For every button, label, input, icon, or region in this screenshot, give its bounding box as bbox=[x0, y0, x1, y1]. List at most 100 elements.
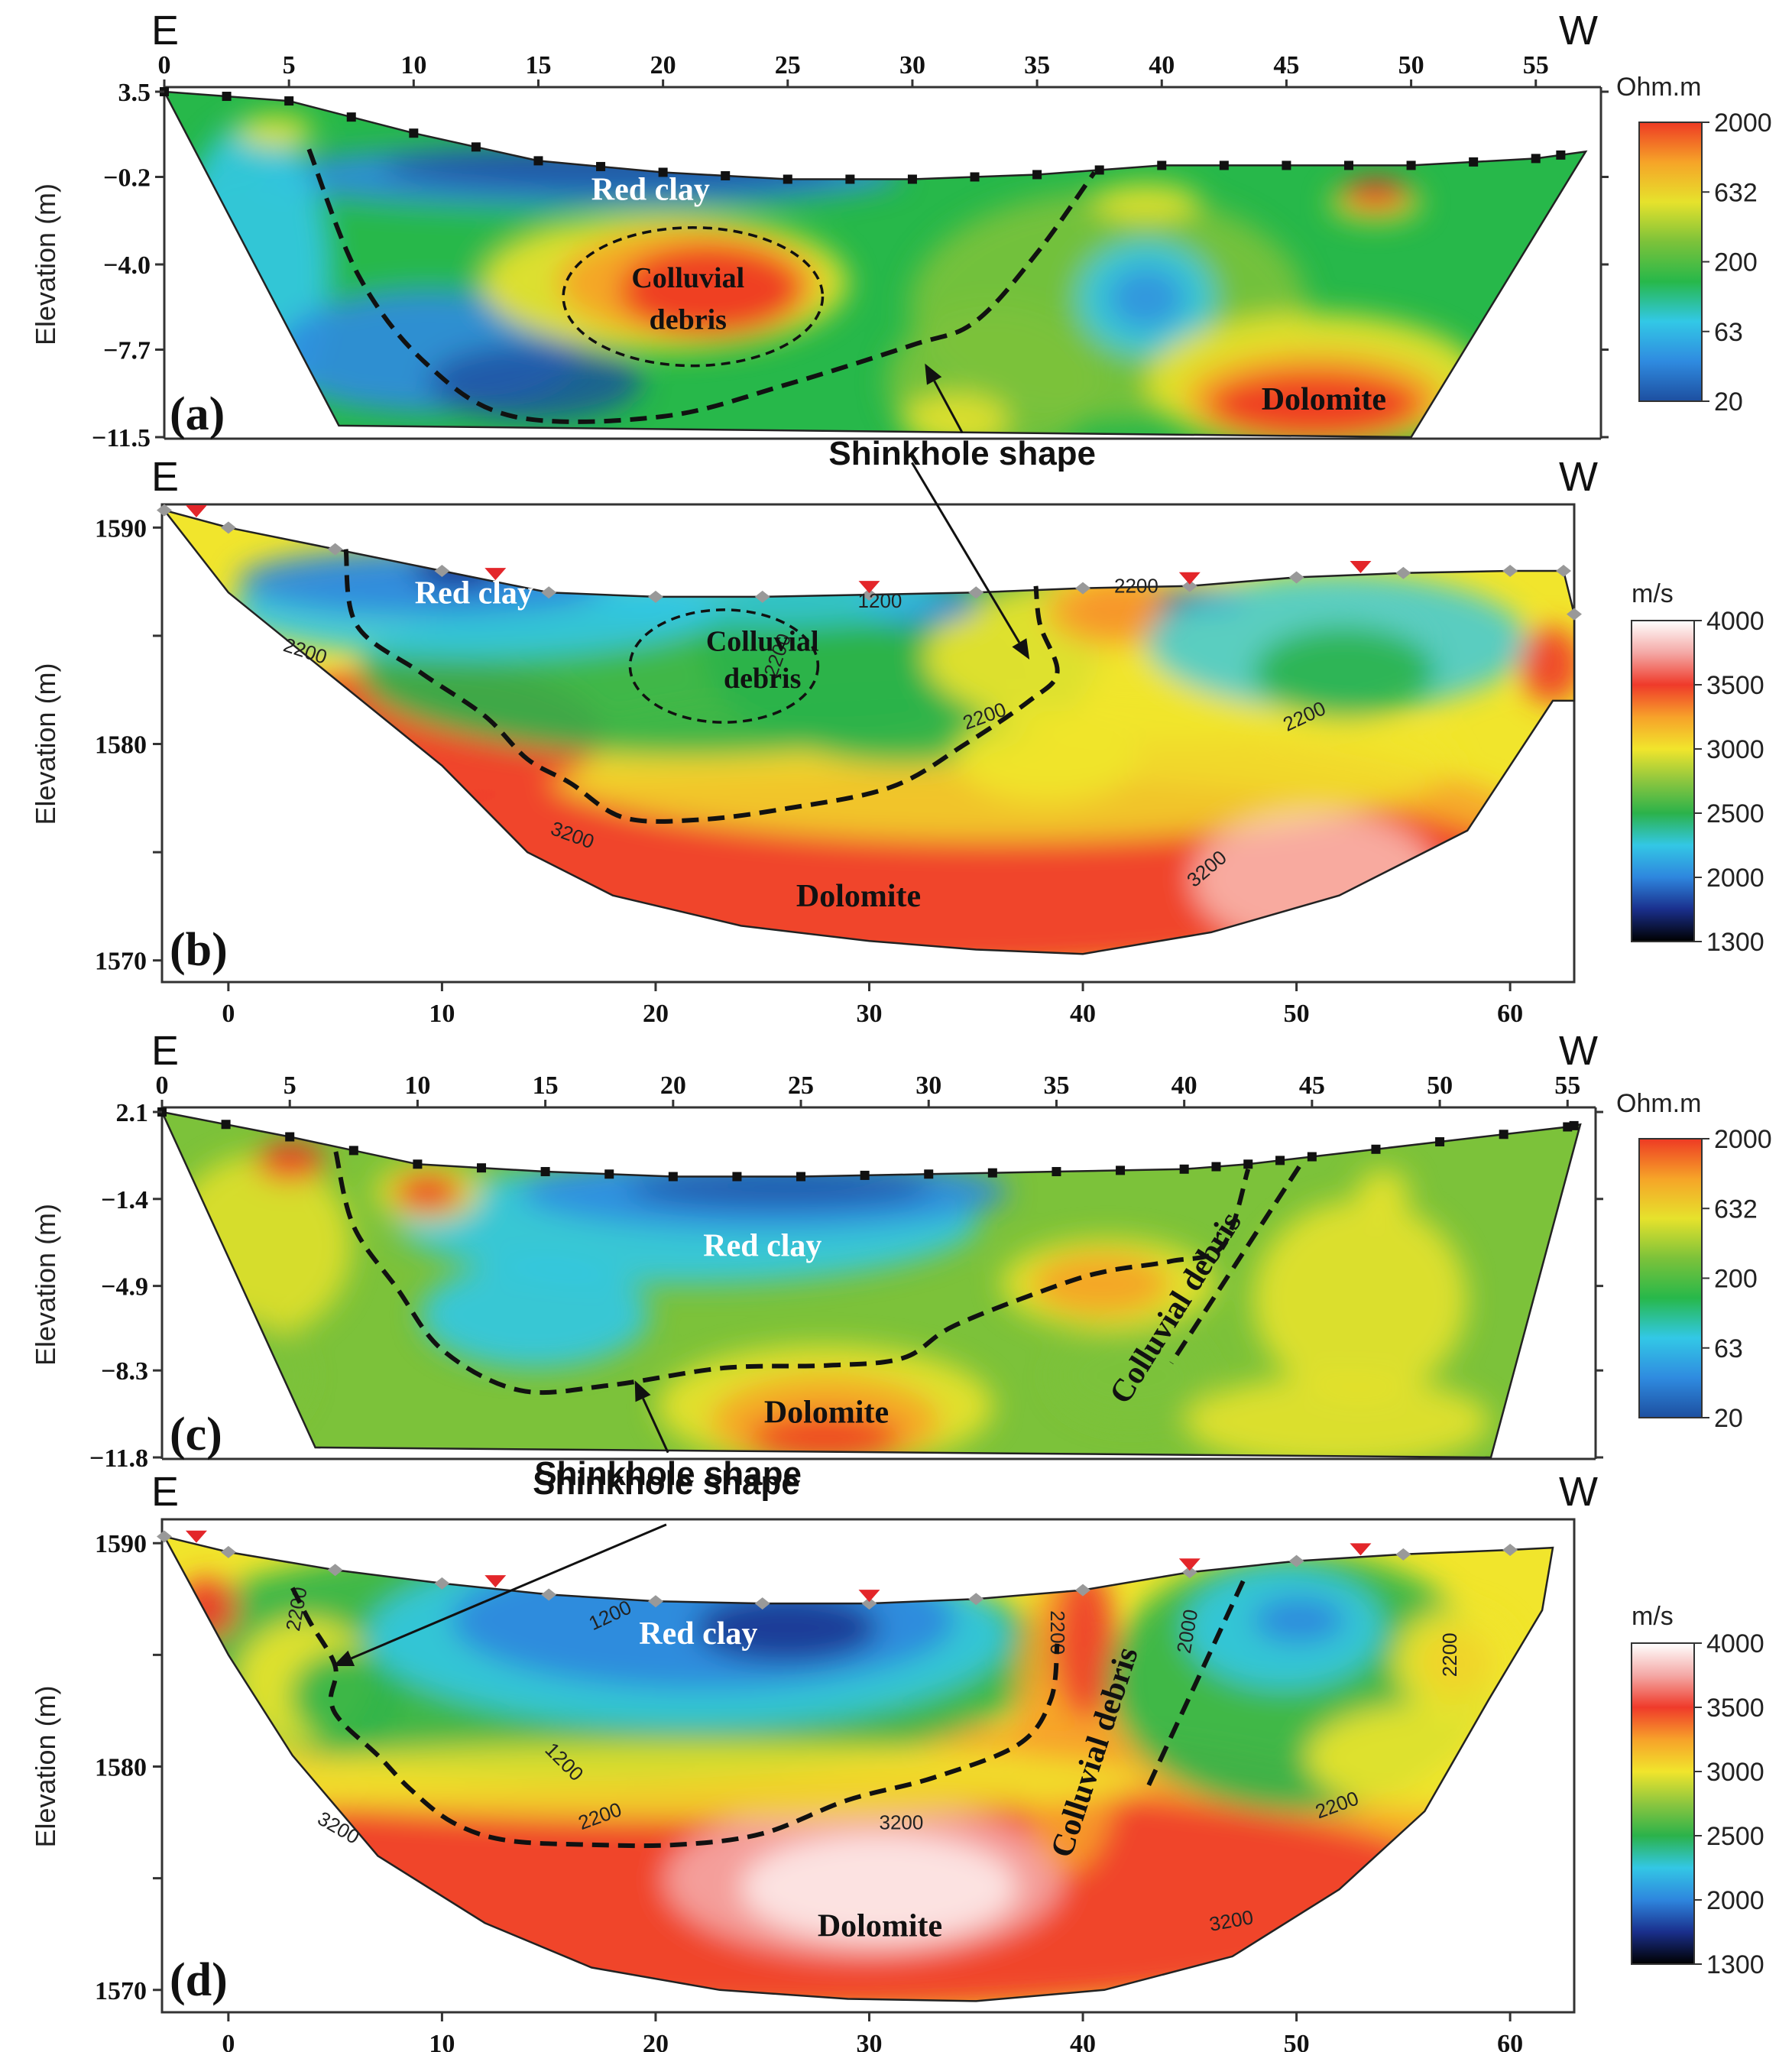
y-tick-label: −11.8 bbox=[89, 1444, 148, 1473]
x-tick-label: 50 bbox=[1427, 1071, 1453, 1100]
section-blob bbox=[237, 115, 313, 148]
geology-label: debris bbox=[650, 303, 727, 336]
section-blob bbox=[1253, 1597, 1345, 1643]
colorbar-tick-label: 2000 bbox=[1706, 1886, 1764, 1915]
x-tick-label: 5 bbox=[283, 51, 296, 79]
section-blob bbox=[749, 1414, 902, 1457]
electrode-marker bbox=[1469, 157, 1479, 167]
electrode-marker bbox=[533, 156, 543, 166]
x-tick-label: 15 bbox=[533, 1071, 559, 1100]
geophone-marker bbox=[1288, 571, 1304, 584]
x-tick-label: 40 bbox=[1171, 1071, 1197, 1100]
x-tick-label: 30 bbox=[899, 51, 925, 79]
y-tick-label: 3.5 bbox=[118, 79, 151, 107]
x-tick-label: 55 bbox=[1554, 1071, 1580, 1100]
annotation-arrow-head bbox=[925, 363, 942, 385]
electrode-marker bbox=[604, 1169, 614, 1179]
x-tick-label: 5 bbox=[284, 1071, 297, 1100]
electrode-marker bbox=[540, 1167, 550, 1177]
electrode-marker bbox=[221, 1120, 231, 1130]
electrode-marker bbox=[284, 96, 294, 106]
y-axis-label: Elevation (m) bbox=[30, 663, 61, 825]
geophone-marker bbox=[861, 588, 877, 601]
annotation-arrow-shaft bbox=[933, 380, 964, 433]
electrode-marker bbox=[987, 1168, 997, 1178]
y-tick-label: −4.9 bbox=[101, 1273, 148, 1302]
y-tick-label: −1.4 bbox=[101, 1186, 148, 1214]
geophone-marker bbox=[434, 1577, 450, 1590]
annotation-arrow-head bbox=[1012, 638, 1030, 660]
geology-label: Red clay bbox=[703, 1229, 821, 1264]
x-tick-label: 20 bbox=[650, 51, 676, 79]
y-tick-label: 2.1 bbox=[116, 1099, 149, 1127]
colluvial-boundary-line bbox=[1145, 1580, 1246, 1790]
x-tick-label: 30 bbox=[857, 1000, 883, 1028]
colorbar-tick-label: 200 bbox=[1714, 248, 1758, 277]
geology-label: Colluvial bbox=[706, 626, 819, 658]
shot-point-marker bbox=[1350, 1543, 1372, 1556]
x-tick-label: 60 bbox=[1497, 2030, 1523, 2052]
direction-left: E bbox=[151, 1028, 179, 1074]
colorbar-tick-label: 2500 bbox=[1706, 1822, 1764, 1851]
section-blob bbox=[428, 344, 642, 420]
electrode-marker bbox=[1243, 1159, 1253, 1169]
annotation-arrow-head bbox=[332, 1650, 355, 1666]
electrode-marker bbox=[1569, 1120, 1579, 1130]
section-blob bbox=[1055, 1330, 1207, 1421]
x-tick-label: 35 bbox=[1043, 1071, 1069, 1100]
sinkhole-outline bbox=[333, 1151, 1251, 1396]
x-tick-label: 35 bbox=[1024, 51, 1050, 79]
colorbar bbox=[1638, 1138, 1703, 1418]
electrode-marker bbox=[1282, 160, 1291, 170]
geophone-marker bbox=[968, 586, 984, 599]
x-tick-label: 10 bbox=[429, 1000, 455, 1028]
colorbar-tick-label: 2000 bbox=[1706, 864, 1764, 893]
colorbar-tick-label: 63 bbox=[1714, 1334, 1743, 1363]
electrode-marker bbox=[1556, 150, 1566, 160]
x-tick-label: 25 bbox=[788, 1071, 814, 1100]
electrode-marker bbox=[1219, 160, 1229, 170]
direction-right: W bbox=[1559, 1469, 1598, 1515]
electrode-marker bbox=[732, 1172, 742, 1182]
section-blob bbox=[1207, 371, 1421, 437]
electrode-marker bbox=[845, 174, 855, 184]
shot-point-marker bbox=[185, 504, 207, 517]
electrode-marker bbox=[1406, 160, 1416, 170]
colluvial-debris-outline bbox=[628, 608, 820, 724]
section-blob bbox=[256, 1143, 325, 1181]
annotation-arrow-shaft bbox=[642, 1398, 669, 1454]
electrode-marker bbox=[721, 170, 731, 180]
sinkhole-annotation: Shinkhole shape bbox=[828, 435, 1096, 472]
shot-point-marker bbox=[1178, 572, 1201, 585]
electrode-marker bbox=[1211, 1162, 1221, 1172]
y-tick-label: 1590 bbox=[95, 514, 147, 543]
electrode-marker bbox=[1344, 160, 1353, 170]
x-tick-label: 30 bbox=[857, 2030, 883, 2052]
section-blob bbox=[955, 711, 1139, 802]
y-tick-label: 1570 bbox=[95, 1977, 147, 2005]
colorbar-tick-label: 4000 bbox=[1706, 1629, 1764, 1658]
electrode-marker bbox=[348, 1146, 358, 1156]
section-body bbox=[164, 510, 1574, 955]
geophone-marker bbox=[1395, 566, 1411, 579]
shot-point-marker bbox=[1350, 561, 1372, 574]
y-tick-label: 1580 bbox=[95, 1754, 147, 1782]
colorbar-tick-label: 3500 bbox=[1706, 1694, 1764, 1723]
geophone-marker bbox=[968, 1593, 984, 1606]
geophone-marker bbox=[647, 590, 663, 603]
electrode-marker bbox=[1094, 165, 1104, 175]
geology-label: Dolomite bbox=[818, 1909, 942, 1944]
x-tick-label: 30 bbox=[915, 1071, 941, 1100]
section-blob bbox=[168, 1154, 352, 1337]
electrode-marker bbox=[1531, 154, 1541, 164]
contour-label: 2200 bbox=[1438, 1632, 1461, 1677]
electrode-marker bbox=[1499, 1130, 1508, 1139]
electrode-marker bbox=[1032, 170, 1042, 180]
electrode-marker bbox=[1307, 1152, 1317, 1162]
y-tick-label: −4.0 bbox=[103, 251, 151, 280]
electrode-marker bbox=[970, 172, 980, 182]
x-tick-label: 40 bbox=[1149, 51, 1175, 79]
section-blob bbox=[741, 1834, 1016, 1941]
